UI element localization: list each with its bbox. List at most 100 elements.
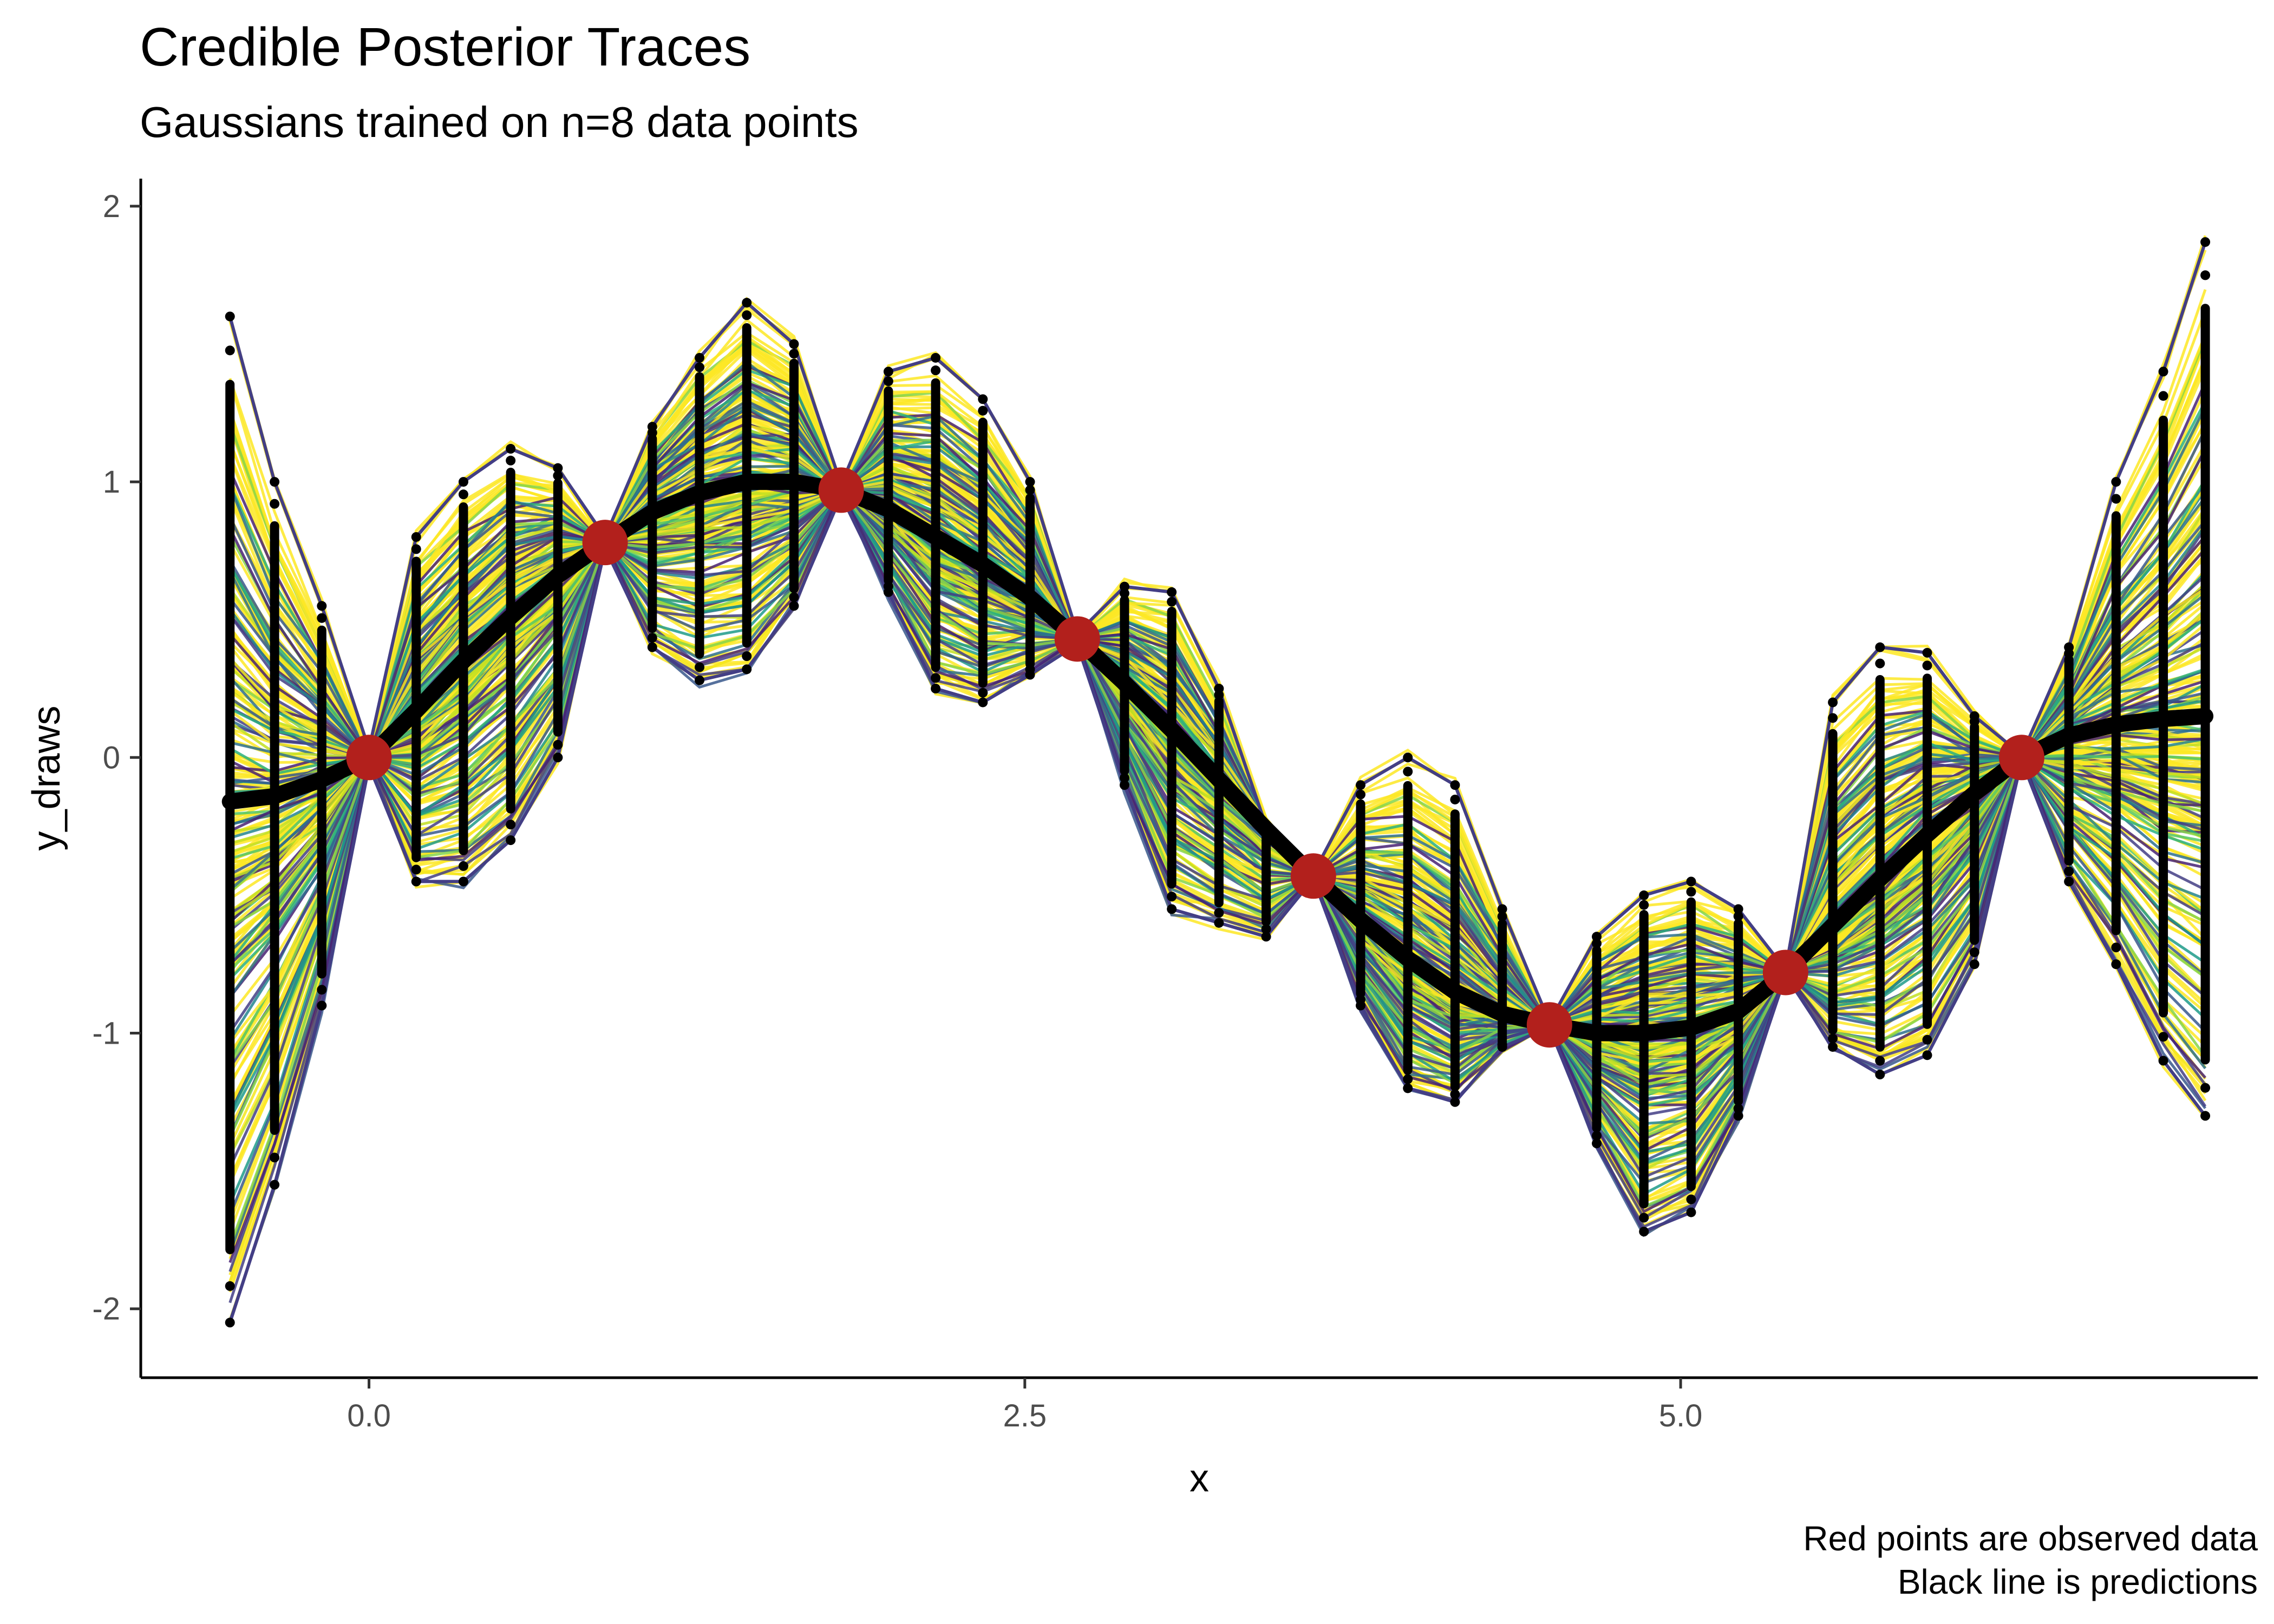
draw-point [1828, 713, 1838, 723]
x-tick-label: 0.0 [347, 1398, 391, 1433]
draw-point [1922, 1034, 1932, 1045]
draw-point [1969, 716, 1979, 726]
draw-point [1875, 1056, 1885, 1066]
draw-point [789, 339, 799, 349]
y-tick-label: -2 [92, 1292, 120, 1327]
draw-point [1214, 918, 1224, 928]
axes-group: 0.0 2.5 5.0 -2 -1 0 1 2 x y_draws [25, 179, 2258, 1500]
draw-point [2111, 494, 2121, 504]
draw-point [2158, 366, 2168, 377]
draw-point [1355, 789, 1365, 800]
draw-point [742, 664, 752, 675]
draw-point [1875, 642, 1885, 652]
draw-point [931, 673, 941, 683]
observed-point [582, 520, 628, 566]
draw-point [1261, 932, 1271, 942]
draw-point [458, 861, 468, 871]
draw-point [1592, 1138, 1602, 1149]
draw-point [225, 311, 235, 322]
draw-point [506, 820, 516, 830]
draw-point [1355, 994, 1365, 1005]
draw-point [883, 581, 893, 592]
draw-point [1639, 1213, 1649, 1223]
observed-point [1054, 616, 1100, 662]
draw-point [2111, 959, 2121, 970]
draw-point [1875, 658, 1885, 669]
draw-point [883, 366, 893, 377]
draw-point [2064, 876, 2074, 887]
draw-point [1686, 876, 1696, 887]
observed-point [818, 467, 864, 513]
draw-point [2200, 1111, 2211, 1121]
draw-point [317, 613, 327, 623]
draw-point [1686, 1207, 1696, 1217]
observed-points-group [346, 467, 2044, 1048]
draw-point [1025, 477, 1035, 487]
draw-point [647, 633, 657, 643]
draw-point [317, 985, 327, 995]
draw-point [225, 345, 235, 356]
draw-point [695, 675, 705, 685]
observed-point [1526, 1002, 1572, 1048]
draw-point [742, 310, 752, 320]
caption-line-1: Red points are observed data [1803, 1519, 2258, 1558]
draw-point [1828, 697, 1838, 708]
draw-point [1403, 1083, 1413, 1093]
draw-point [978, 405, 988, 416]
draw-point [1969, 959, 1979, 970]
draw-point [647, 642, 657, 652]
draw-point [270, 499, 280, 509]
draw-point [883, 376, 893, 387]
draw-point [1403, 752, 1413, 763]
draw-point [1686, 887, 1696, 897]
draw-point [553, 470, 563, 481]
draw-point [1592, 938, 1602, 948]
draw-point [1686, 1194, 1696, 1204]
draw-point [1261, 924, 1271, 934]
draw-point [789, 601, 799, 611]
draw-point [411, 876, 421, 887]
draw-point [1025, 485, 1035, 495]
draw-point [1355, 780, 1365, 790]
draw-point [1639, 1227, 1649, 1237]
chart-subtitle: Gaussians trained on n=8 data points [140, 98, 859, 146]
draw-point [1025, 664, 1035, 675]
draw-point [978, 687, 988, 698]
draw-point [270, 1152, 280, 1163]
draw-point [789, 349, 799, 359]
draw-point [2158, 391, 2168, 401]
draw-point [1119, 581, 1129, 592]
draw-point [1167, 892, 1177, 902]
draw-point [931, 684, 941, 694]
draw-point [225, 1318, 235, 1328]
draw-point [978, 394, 988, 404]
draw-point [411, 544, 421, 554]
draw-point [2200, 1083, 2211, 1093]
draw-point [2200, 237, 2211, 247]
draw-point [1592, 932, 1602, 942]
draw-point [2111, 477, 2121, 487]
chart-title: Credible Posterior Traces [140, 17, 751, 77]
draw-point [2158, 1032, 2168, 1042]
draw-point [789, 592, 799, 603]
draw-point [1167, 904, 1177, 914]
observed-point [1762, 949, 1808, 996]
y-tick-label: -1 [92, 1016, 120, 1051]
x-tick-label: 2.5 [1003, 1398, 1047, 1433]
draw-point [1497, 911, 1507, 921]
observed-point [1290, 853, 1336, 899]
draw-point [2111, 942, 2121, 953]
draw-point [1497, 1039, 1507, 1050]
draw-point [1403, 1074, 1413, 1084]
draw-point [458, 489, 468, 500]
draw-point [695, 362, 705, 372]
draw-point [458, 876, 468, 887]
caption-line-2: Black line is predictions [1897, 1562, 2258, 1601]
x-axis-title: x [1190, 1457, 1209, 1500]
draw-point [931, 352, 941, 363]
draw-point [270, 477, 280, 487]
draw-point [1403, 767, 1413, 777]
draw-point [506, 835, 516, 846]
draw-point [742, 298, 752, 308]
draw-point [1214, 690, 1224, 700]
